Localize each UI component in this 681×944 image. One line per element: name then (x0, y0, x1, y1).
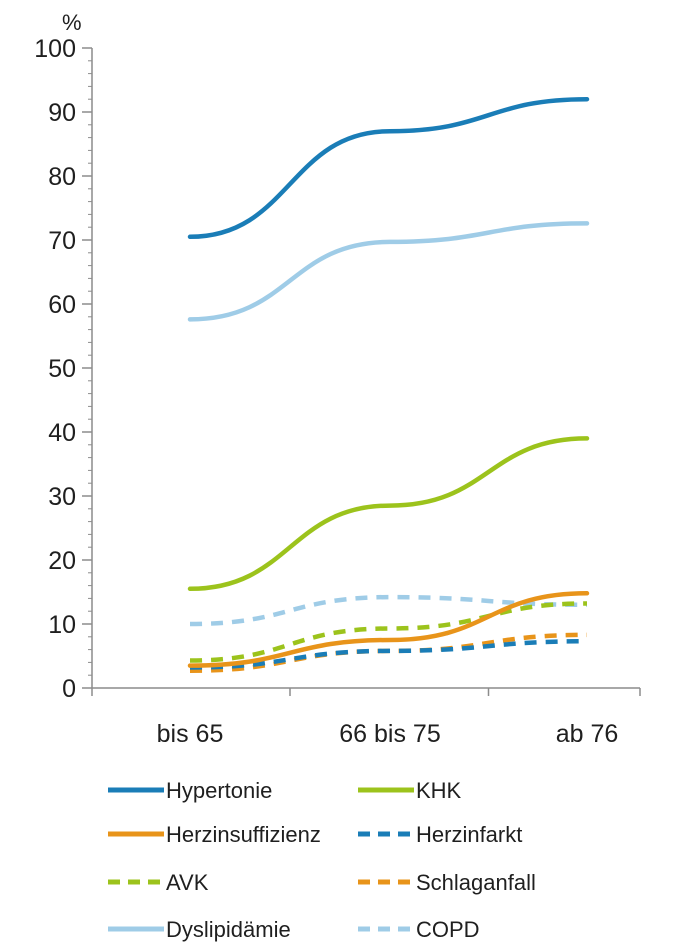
y-tick-label: 60 (48, 291, 76, 319)
y-tick-label: 30 (48, 483, 76, 511)
series-line-copd (189, 594, 588, 627)
series-line-herzinfarkt (189, 639, 588, 670)
y-tick-label: 70 (48, 227, 76, 255)
legend-label: KHK (416, 778, 462, 803)
y-tick-label: 90 (48, 99, 76, 127)
legend-label: Hypertonie (166, 778, 272, 803)
series-line-avk (189, 601, 588, 663)
legend-label: COPD (416, 917, 480, 942)
y-tick-label: 80 (48, 163, 76, 191)
legend-label: Herzinfarkt (416, 822, 522, 847)
series-line-schlaganfall (189, 632, 588, 673)
legend: Hypertonie KHK Herzinsuffizienz Herzinfarkt… (108, 778, 536, 942)
y-tick-label: 40 (48, 419, 76, 447)
series-line-herzinsuffizienz (187, 591, 590, 668)
y-tick-label: 20 (48, 547, 76, 575)
y-tick-label: 0 (62, 675, 76, 703)
y-tick-label: 10 (48, 611, 76, 639)
legend-label: Dyslipidämie (166, 917, 291, 942)
legend-label: Schlaganfall (416, 870, 536, 895)
series-lines (187, 96, 590, 673)
series-line-khk (187, 436, 590, 592)
x-tick-label: ab 76 (556, 720, 619, 748)
series-line-dyslipid-mie (187, 221, 590, 322)
series-line-hypertonie (187, 96, 590, 240)
x-tick-label: 66 bis 75 (339, 720, 440, 748)
axes: 0 10 20 30 40 50 60 70 80 90 100 bis 65 66 bis 75 ab … (34, 35, 641, 748)
y-tick-label: 100 (34, 35, 76, 63)
legend-label: AVK (166, 870, 209, 895)
x-tick-label: bis 65 (157, 720, 224, 748)
legend-label: Herzinsuffizienz (166, 822, 321, 847)
y-tick-label: 50 (48, 355, 76, 383)
y-axis-unit-label: % (62, 10, 82, 35)
